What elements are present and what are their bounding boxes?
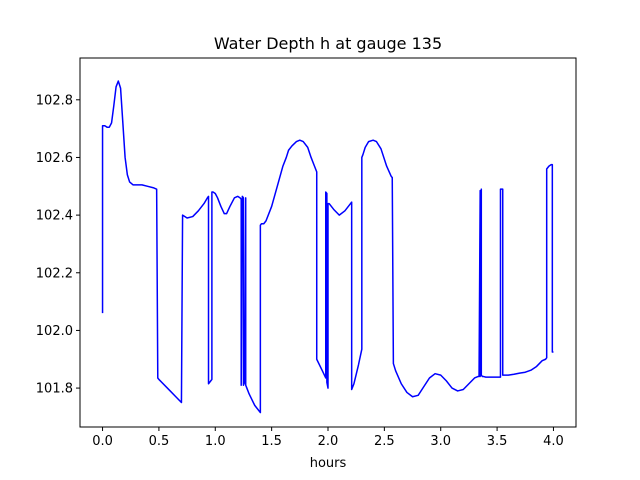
plot-area: [101, 80, 554, 414]
x-tick-label: 0.0: [92, 434, 113, 449]
x-tick-label: 2.0: [318, 434, 339, 449]
x-tick-label: 3.5: [487, 434, 508, 449]
y-tick-label: 102.4: [36, 209, 73, 224]
y-tick-label: 102.2: [36, 266, 73, 281]
x-axis: 0.0 0.5 1.0 1.5 2.0 2.5 3.0 3.5 4.0: [92, 427, 564, 449]
x-tick-label: 4.0: [543, 434, 564, 449]
x-tick-label: 3.0: [430, 434, 451, 449]
y-tick-label: 101.8: [36, 382, 73, 397]
x-tick-label: 1.0: [205, 434, 226, 449]
y-axis: 101.8 102.0 102.2 102.4 102.6 102.8: [36, 93, 80, 397]
y-tick-label: 102.8: [36, 93, 73, 108]
x-axis-label: hours: [310, 456, 347, 471]
y-tick-label: 102.0: [36, 324, 73, 339]
x-tick-label: 1.5: [261, 434, 282, 449]
x-tick-label: 2.5: [374, 434, 395, 449]
y-tick-label: 102.6: [36, 151, 73, 166]
x-tick-label: 0.5: [149, 434, 170, 449]
chart-title: Water Depth h at gauge 135: [214, 34, 442, 53]
series-line: [101, 80, 554, 414]
